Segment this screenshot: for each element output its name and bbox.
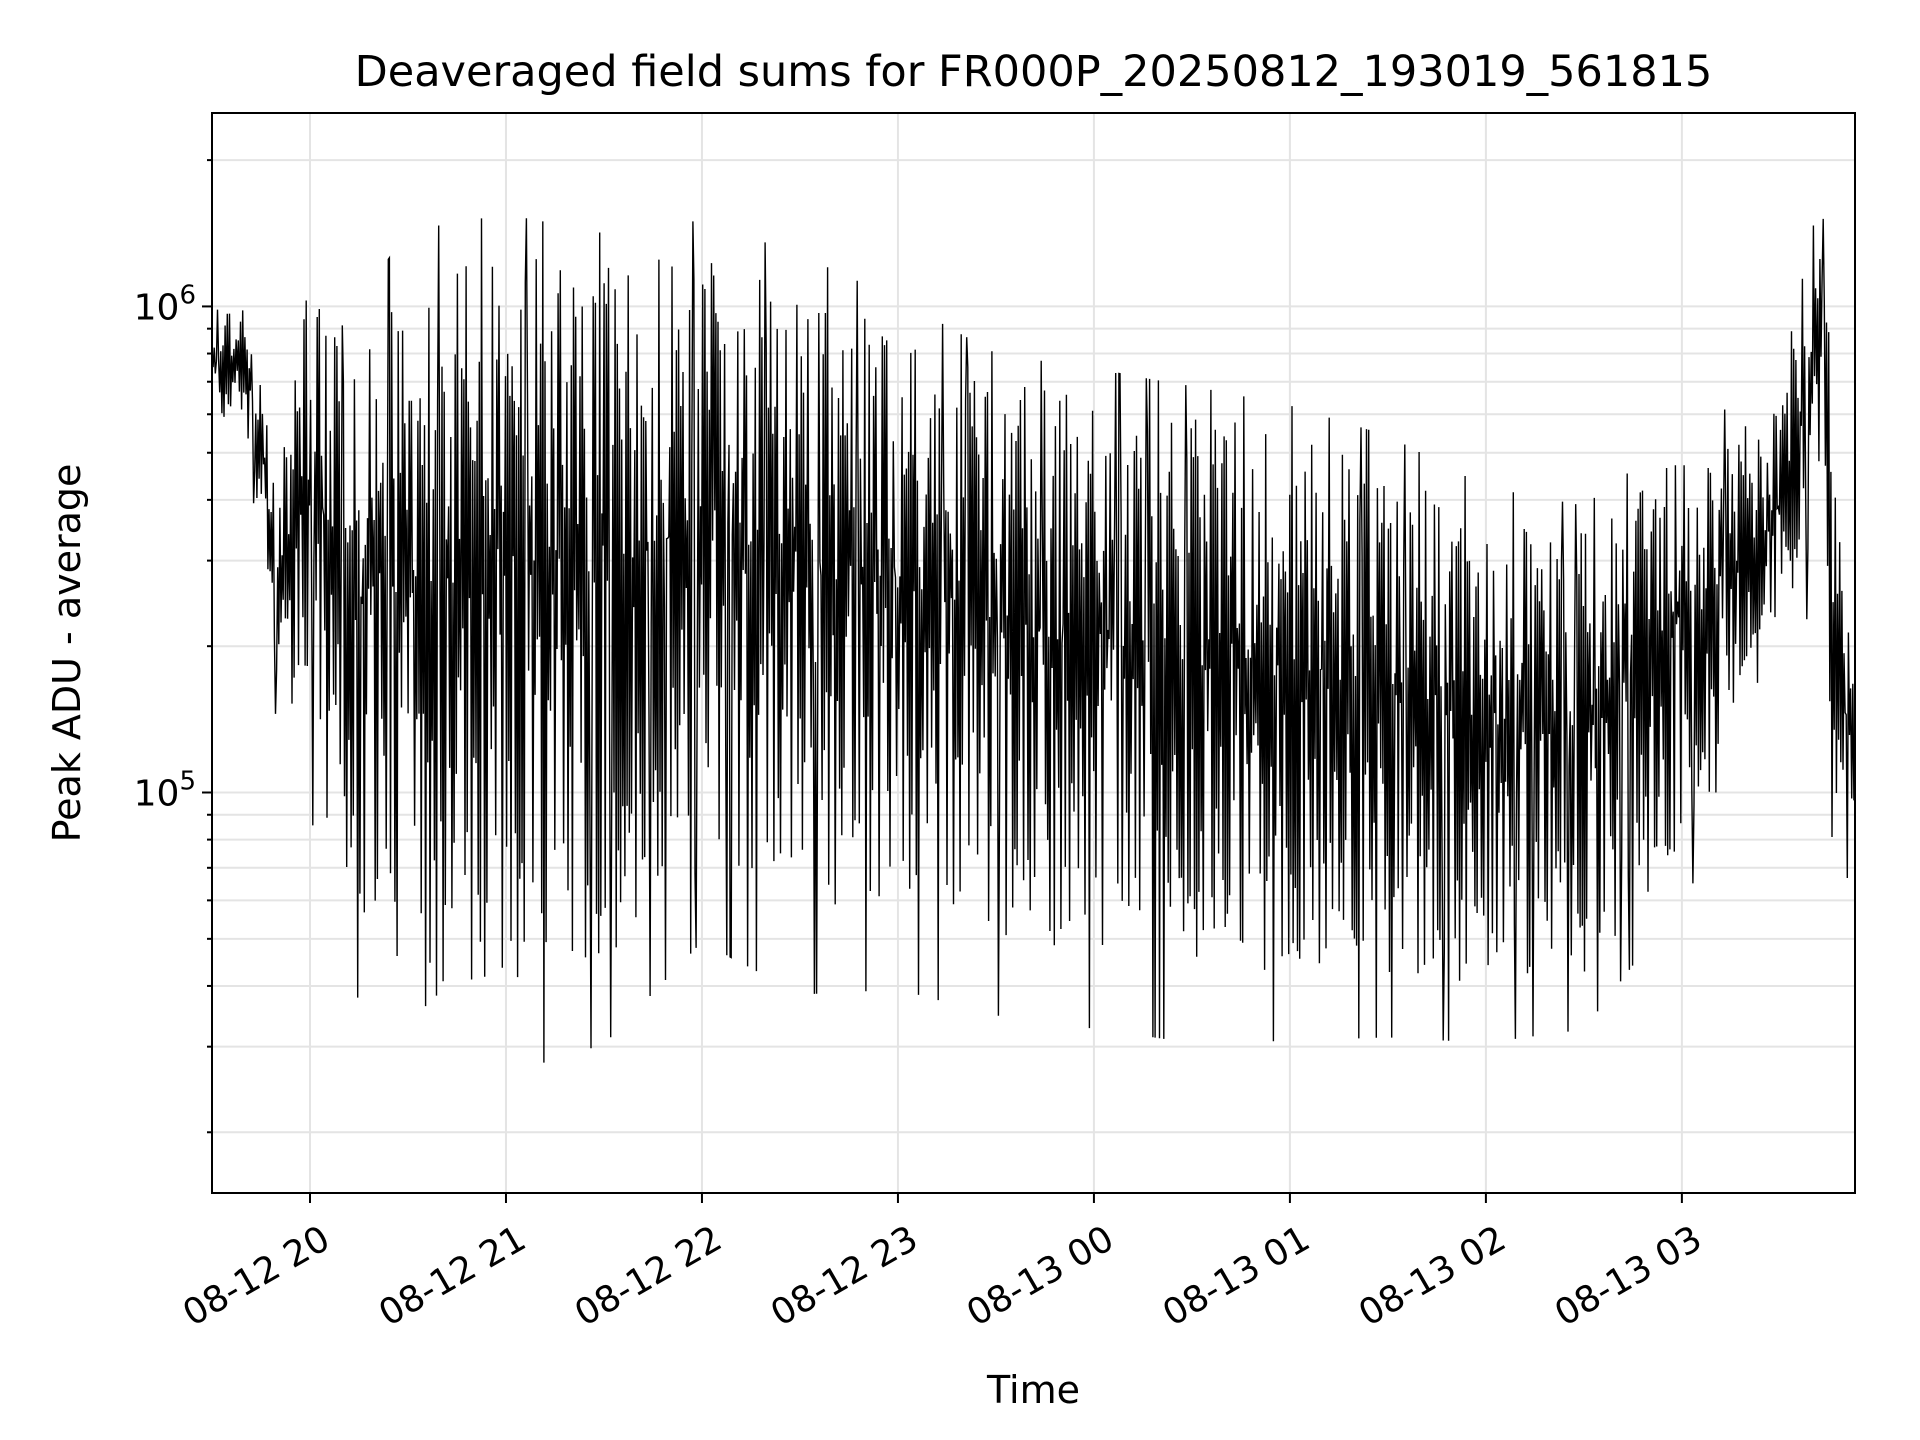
y-tick-base: 10 (134, 774, 180, 815)
y-tick-label: 106 (134, 280, 196, 328)
x-axis-label: Time (986, 1368, 1080, 1412)
chart-title: Deaveraged field sums for FR000P_2025081… (355, 47, 1713, 97)
y-axis-label: Peak ADU - average (45, 464, 89, 843)
y-tick-exponent: 5 (179, 767, 196, 797)
y-tick-base: 10 (134, 287, 180, 328)
plot-area (211, 218, 1856, 1063)
series-line (211, 218, 1856, 1063)
y-tick-exponent: 6 (179, 280, 196, 310)
y-tick-label: 105 (134, 767, 196, 815)
axes-frame (211, 112, 1856, 1194)
